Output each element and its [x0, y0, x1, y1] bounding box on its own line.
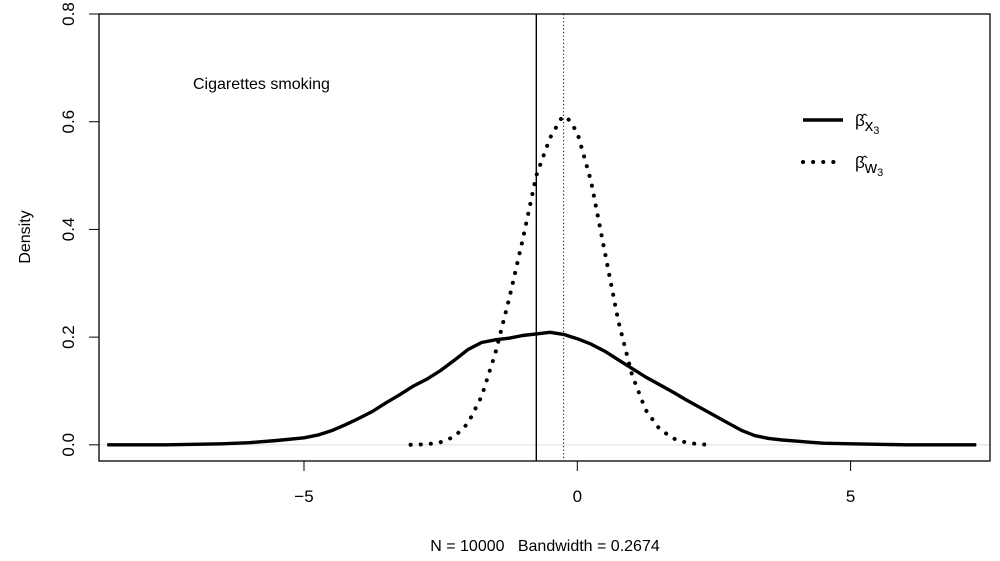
y-tick-label: 0.0 [59, 433, 78, 457]
x-tick-label: −5 [294, 487, 313, 506]
density-curve-x [107, 330, 977, 447]
y-axis-title: Density [17, 210, 34, 263]
y-tick-label: 0.6 [59, 110, 78, 134]
legend-label-x: β̂x3 [855, 111, 879, 137]
legend: β̂x3 β̂w3 [801, 111, 883, 179]
y-tick-label: 0.8 [59, 2, 78, 26]
x-tick-label: 0 [573, 487, 582, 506]
y-tick-label: 0.4 [59, 218, 78, 242]
y-tick-label: 0.2 [59, 325, 78, 349]
annotation-label: Cigarettes smoking [193, 76, 330, 93]
density-curve-w [408, 114, 714, 447]
x-axis-title: N = 10000 Bandwidth = 0.2674 [430, 538, 660, 555]
legend-label-w: β̂w3 [855, 153, 883, 179]
x-tick-label: 5 [846, 487, 855, 506]
